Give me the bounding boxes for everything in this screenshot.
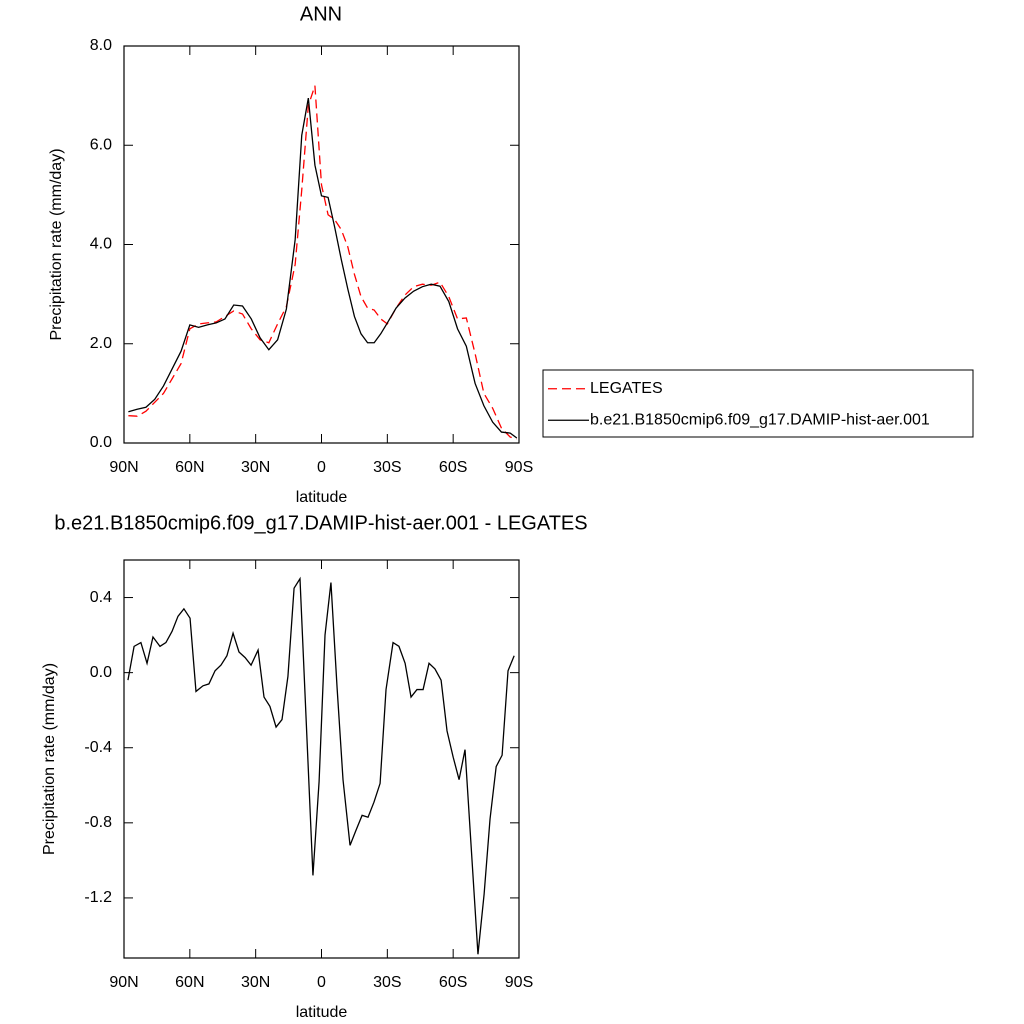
y-axis-label: Precipitation rate (mm/day) bbox=[48, 148, 65, 340]
chart-title: b.e21.B1850cmip6.f09_g17.DAMIP-hist-aer.… bbox=[54, 512, 587, 534]
x-tick-label: 90N bbox=[109, 974, 138, 991]
y-tick-label: 4.0 bbox=[90, 236, 112, 253]
x-tick-label: 60S bbox=[439, 459, 467, 476]
data-line bbox=[127, 576, 515, 955]
legend-label: b.e21.B1850cmip6.f09_g17.DAMIP-hist-aer.… bbox=[590, 411, 930, 428]
x-tick-label: 90S bbox=[505, 459, 533, 476]
x-tick-label: 90S bbox=[505, 974, 533, 991]
x-tick-label: 60N bbox=[175, 459, 204, 476]
y-tick-label: 6.0 bbox=[90, 136, 112, 153]
x-axis-label: latitude bbox=[296, 489, 348, 506]
data-line bbox=[128, 97, 518, 439]
x-tick-label: 60N bbox=[175, 974, 204, 991]
y-tick-label: 0.4 bbox=[90, 589, 112, 606]
y-tick-label: -0.8 bbox=[84, 814, 112, 831]
y-tick-label: 0.0 bbox=[90, 434, 112, 451]
x-tick-label: 90N bbox=[109, 459, 138, 476]
x-tick-label: 0 bbox=[317, 974, 326, 991]
chart-title: ANN bbox=[300, 3, 342, 25]
y-tick-label: 0.0 bbox=[90, 664, 112, 681]
y-tick-label: 8.0 bbox=[90, 37, 112, 54]
plot-frame bbox=[123, 45, 520, 444]
x-tick-label: 30S bbox=[373, 974, 401, 991]
legend-label: LEGATES bbox=[590, 380, 663, 397]
legend-box bbox=[542, 369, 974, 438]
x-tick-label: 60S bbox=[439, 974, 467, 991]
plot-frame bbox=[123, 559, 520, 959]
x-axis-label: latitude bbox=[296, 1004, 348, 1021]
y-tick-label: -1.2 bbox=[84, 889, 112, 906]
x-tick-label: 30N bbox=[241, 459, 270, 476]
x-tick-label: 0 bbox=[317, 459, 326, 476]
y-axis-label: Precipitation rate (mm/day) bbox=[41, 663, 58, 855]
y-tick-label: 2.0 bbox=[90, 335, 112, 352]
x-tick-label: 30S bbox=[373, 459, 401, 476]
data-line bbox=[128, 85, 517, 440]
y-tick-label: -0.4 bbox=[84, 739, 112, 756]
x-tick-label: 30N bbox=[241, 974, 270, 991]
